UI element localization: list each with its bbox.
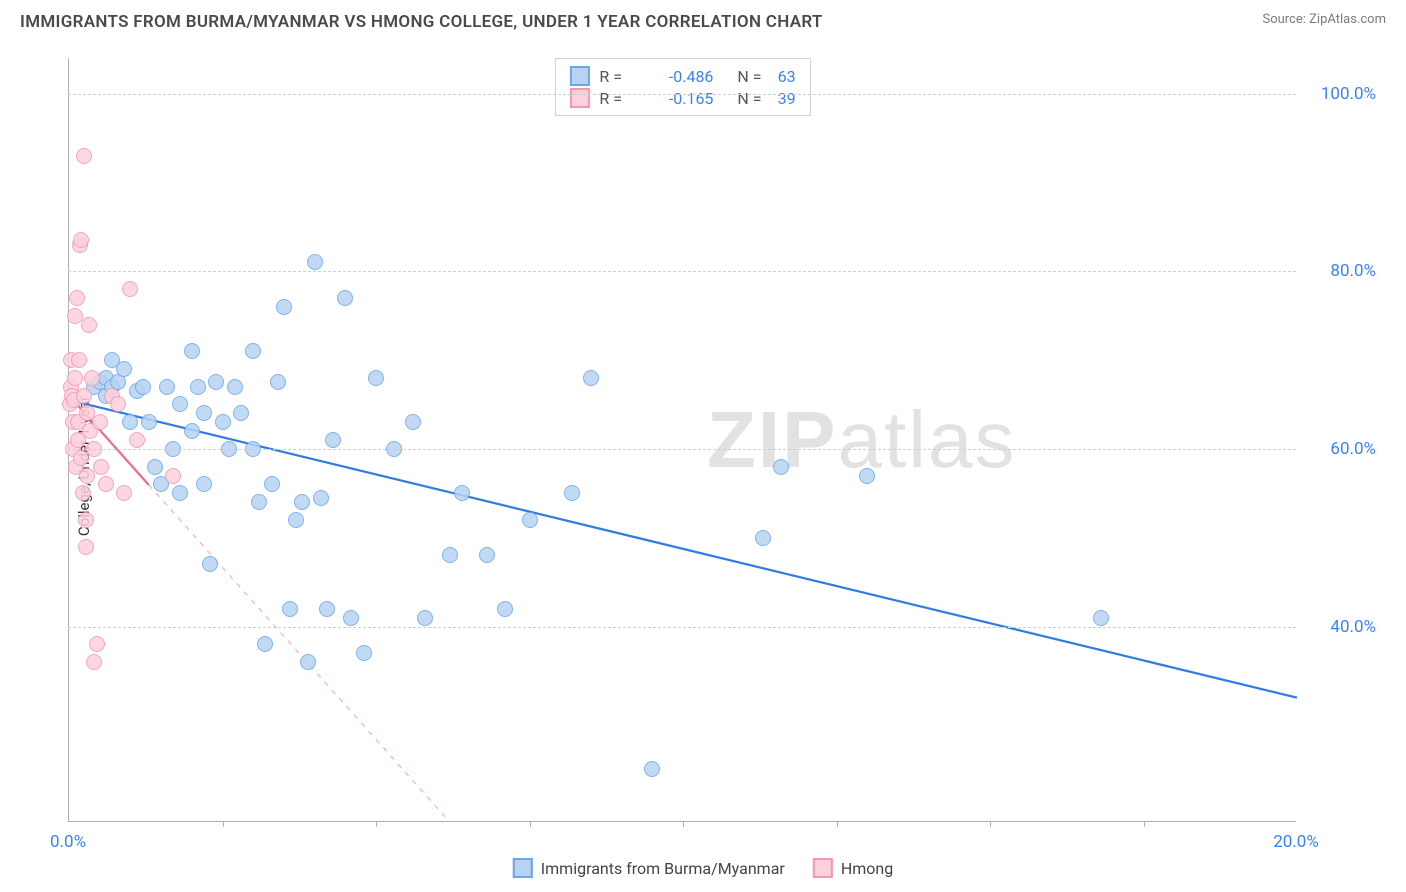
data-point — [93, 459, 109, 475]
data-point — [71, 352, 87, 368]
data-point — [859, 468, 875, 484]
data-point — [116, 485, 132, 501]
data-point — [773, 459, 789, 475]
data-point — [343, 610, 359, 626]
data-point — [442, 547, 458, 563]
data-point — [172, 485, 188, 501]
gridline-h — [68, 94, 1296, 95]
data-point — [300, 654, 316, 670]
data-point — [159, 379, 175, 395]
legend-label: Immigrants from Burma/Myanmar — [541, 859, 785, 878]
series-swatch — [813, 858, 833, 878]
data-point — [67, 370, 83, 386]
data-point — [86, 654, 102, 670]
data-point — [417, 610, 433, 626]
data-point — [196, 476, 212, 492]
data-point — [264, 476, 280, 492]
data-point — [81, 317, 97, 333]
data-point — [165, 468, 181, 484]
data-point — [755, 530, 771, 546]
data-point — [78, 512, 94, 528]
data-point — [522, 512, 538, 528]
data-point — [405, 414, 421, 430]
plot-area: ZIPatlas R =-0.486N =63R =-0.165N =39 — [68, 58, 1296, 822]
chart-container: College, Under 1 year ZIPatlas R =-0.486… — [20, 50, 1386, 882]
data-point — [116, 361, 132, 377]
data-point — [196, 405, 212, 421]
data-point — [92, 414, 108, 430]
data-point — [233, 405, 249, 421]
data-point — [337, 290, 353, 306]
gridline-h — [68, 271, 1296, 272]
data-point — [98, 476, 114, 492]
data-point — [110, 396, 126, 412]
data-point — [245, 343, 261, 359]
data-point — [1093, 610, 1109, 626]
data-point — [76, 388, 92, 404]
data-point — [184, 343, 200, 359]
data-point — [202, 556, 218, 572]
xtick-label: 0.0% — [50, 832, 86, 852]
data-point — [294, 494, 310, 510]
data-point — [89, 636, 105, 652]
data-point — [479, 547, 495, 563]
data-point — [313, 490, 329, 506]
source-attribution: Source: ZipAtlas.com — [1262, 12, 1386, 27]
data-point — [215, 414, 231, 430]
ytick-label: 80.0% — [1330, 261, 1376, 281]
data-point — [319, 601, 335, 617]
data-point — [583, 370, 599, 386]
data-point — [78, 539, 94, 555]
data-point — [270, 374, 286, 390]
data-point — [282, 601, 298, 617]
data-point — [208, 374, 224, 390]
series-legend: Immigrants from Burma/Myanmar Hmong — [513, 858, 893, 878]
ytick-label: 40.0% — [1330, 617, 1376, 637]
data-point — [356, 645, 372, 661]
data-point — [251, 494, 267, 510]
data-point — [184, 423, 200, 439]
data-point — [368, 370, 384, 386]
data-point — [172, 396, 188, 412]
data-point — [75, 485, 91, 501]
data-point — [73, 232, 89, 248]
data-point — [69, 290, 85, 306]
data-point — [135, 379, 151, 395]
data-point — [257, 636, 273, 652]
data-point — [644, 761, 660, 777]
data-point — [141, 414, 157, 430]
data-point — [276, 299, 292, 315]
chart-title: IMMIGRANTS FROM BURMA/MYANMAR VS HMONG C… — [20, 12, 823, 32]
gridline-h — [68, 449, 1296, 450]
data-point — [122, 281, 138, 297]
ytick-label: 60.0% — [1330, 439, 1376, 459]
xtick-label: 20.0% — [1273, 832, 1319, 852]
data-point — [147, 459, 163, 475]
data-point — [497, 601, 513, 617]
data-point — [227, 379, 243, 395]
data-point — [122, 414, 138, 430]
legend-item: Hmong — [813, 858, 893, 878]
data-point — [564, 485, 580, 501]
data-point — [307, 254, 323, 270]
gridline-h — [68, 627, 1296, 628]
legend-label: Hmong — [841, 859, 893, 878]
data-point — [325, 432, 341, 448]
data-point — [76, 148, 92, 164]
data-point — [288, 512, 304, 528]
legend-item: Immigrants from Burma/Myanmar — [513, 858, 785, 878]
data-point — [454, 485, 470, 501]
ytick-label: 100.0% — [1321, 84, 1376, 104]
data-point — [129, 432, 145, 448]
data-point — [190, 379, 206, 395]
data-point — [84, 370, 100, 386]
series-swatch — [513, 858, 533, 878]
